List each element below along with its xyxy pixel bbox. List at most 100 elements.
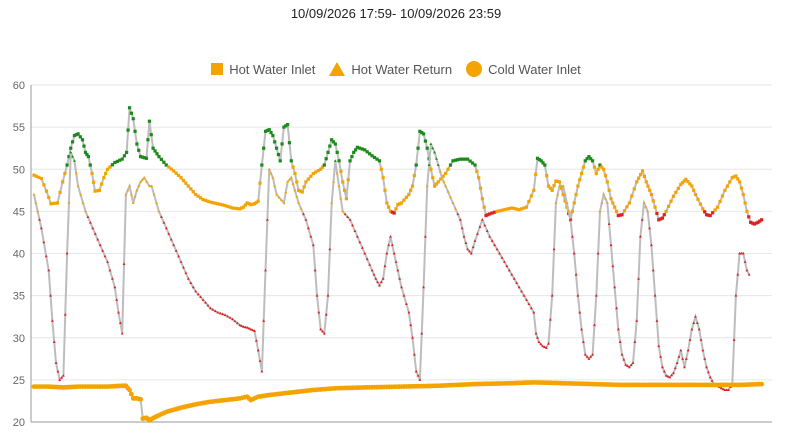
legend-item-cold-water-inlet[interactable]: Cold Water Inlet: [466, 61, 581, 77]
data-point: [519, 207, 524, 211]
data-point: [167, 232, 171, 235]
data-point: [439, 177, 443, 181]
data-point: [701, 348, 705, 352]
data-point: [470, 161, 475, 165]
legend-label: Hot Water Inlet: [229, 61, 316, 77]
data-point: [432, 184, 437, 188]
data-point: [402, 294, 406, 297]
data-point: [333, 159, 337, 162]
data-point: [754, 221, 758, 225]
data-point: [242, 325, 245, 328]
data-point: [72, 133, 77, 138]
data-point: [725, 388, 729, 391]
data-point: [483, 223, 487, 227]
data-point: [326, 294, 330, 297]
data-point: [699, 338, 703, 341]
data-point: [172, 169, 176, 173]
data-point: [76, 132, 80, 136]
data-point: [149, 133, 153, 137]
data-point: [743, 260, 747, 263]
data-point: [315, 294, 319, 297]
data-point: [657, 344, 661, 348]
data-point: [749, 220, 753, 224]
data-point: [498, 251, 501, 255]
data-point: [598, 209, 602, 213]
data-point: [480, 197, 484, 201]
data-point: [644, 180, 648, 184]
data-point: [739, 186, 744, 190]
legend-item-hot-water-inlet[interactable]: Hot Water Inlet: [211, 61, 315, 77]
data-point: [55, 201, 60, 205]
data-point: [644, 205, 648, 209]
data-point: [466, 247, 470, 251]
data-point: [289, 176, 293, 179]
data-point: [440, 176, 444, 179]
data-point: [745, 209, 749, 213]
data-point: [247, 202, 251, 206]
data-point: [548, 186, 552, 190]
data-point: [196, 292, 200, 296]
data-point: [379, 167, 383, 171]
data-point: [559, 184, 563, 188]
data-point: [734, 174, 738, 178]
data-point: [321, 329, 324, 333]
data-point: [365, 257, 369, 261]
data-point: [679, 348, 683, 352]
data-point: [297, 188, 301, 192]
data-point: [686, 348, 690, 352]
data-point: [62, 374, 65, 377]
data-point: [141, 178, 144, 181]
data-point: [478, 186, 483, 190]
data-point: [438, 169, 442, 173]
data-point: [293, 171, 297, 176]
data-point: [624, 363, 628, 366]
data-point: [458, 218, 462, 221]
data-point: [574, 192, 578, 197]
data-point: [750, 221, 755, 225]
y-tick-label: 30: [13, 333, 25, 345]
data-point: [169, 237, 173, 241]
data-point: [330, 138, 334, 142]
data-point: [273, 184, 277, 188]
data-point: [589, 355, 593, 358]
data-point: [600, 165, 604, 169]
data-point: [265, 218, 269, 221]
data-point: [607, 188, 611, 192]
data-point: [517, 285, 521, 289]
data-point: [697, 327, 701, 331]
data-point: [58, 190, 62, 195]
data-point: [546, 184, 551, 188]
data-point: [182, 265, 185, 269]
data-point: [420, 331, 424, 335]
data-point: [664, 374, 668, 377]
data-point: [353, 148, 358, 152]
series-cold-water-inlet: [31, 380, 765, 423]
data-point: [95, 189, 99, 193]
legend-item-hot-water-return[interactable]: Hot Water Return: [329, 61, 452, 77]
data-point: [557, 180, 562, 184]
data-point: [390, 210, 394, 214]
data-point: [721, 387, 725, 391]
data-point: [458, 157, 462, 161]
data-point: [657, 218, 661, 222]
data-point: [473, 239, 477, 242]
data-point: [368, 263, 372, 266]
data-point: [548, 318, 552, 321]
data-point: [74, 171, 78, 175]
data-point: [372, 272, 376, 276]
data-point: [245, 326, 249, 329]
data-point: [493, 210, 497, 214]
data-point: [381, 277, 385, 280]
data-point: [231, 317, 234, 321]
data-point: [442, 180, 446, 183]
data-point: [243, 203, 247, 207]
data-point: [186, 184, 190, 188]
data-point: [552, 247, 556, 251]
data-point: [484, 213, 488, 218]
data-point: [127, 106, 132, 110]
data-point: [760, 218, 764, 222]
data-point: [602, 192, 606, 196]
data-point: [696, 197, 700, 201]
data-point: [142, 156, 147, 160]
